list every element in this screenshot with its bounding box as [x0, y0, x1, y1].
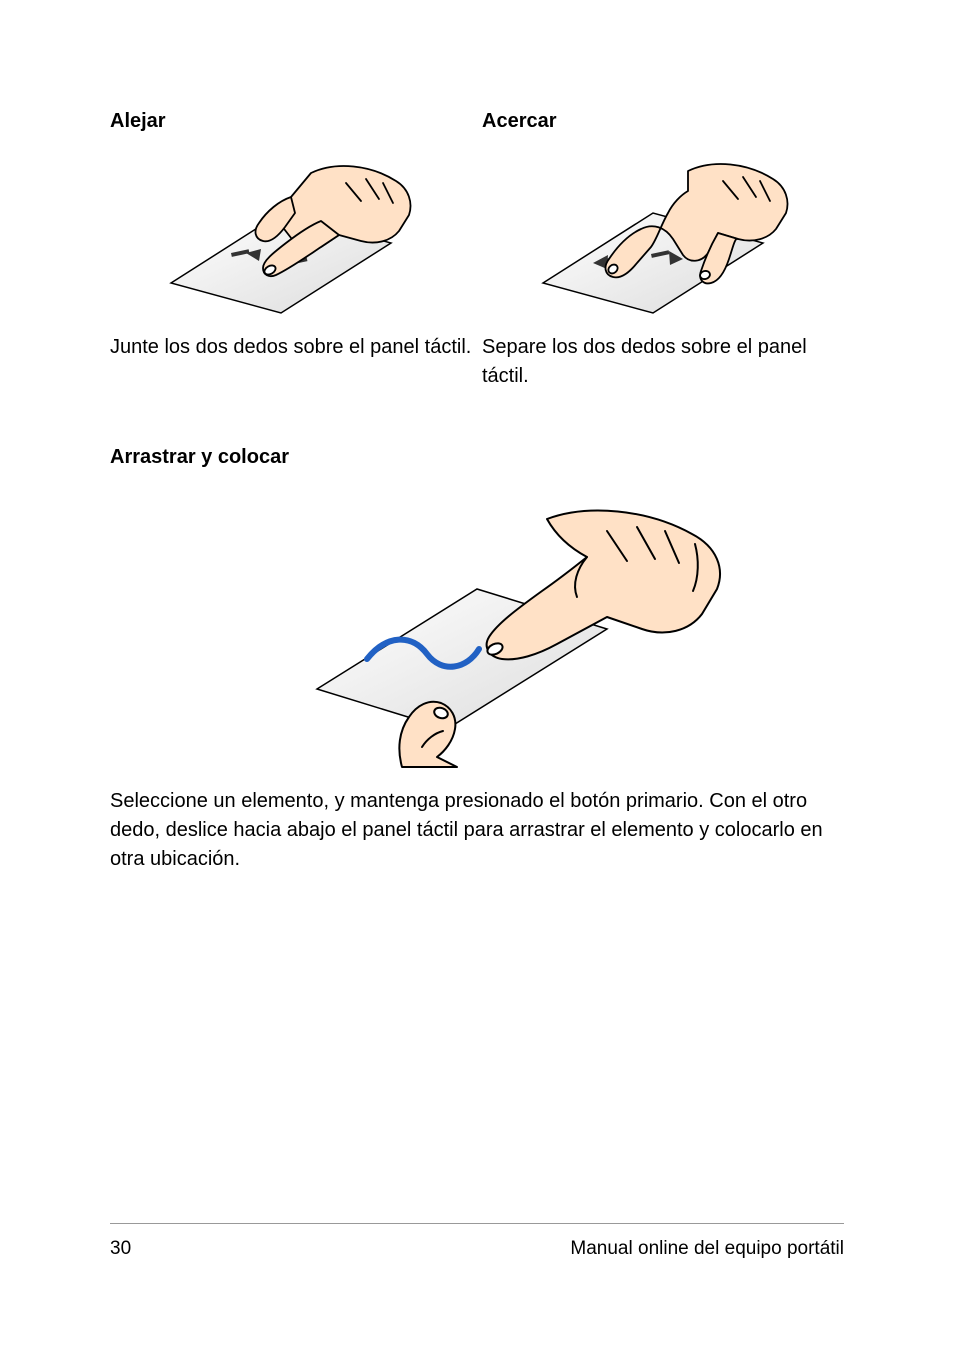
drag-drop-icon: [227, 489, 727, 769]
page-number: 30: [110, 1238, 131, 1260]
caption-drag-drop: Seleccione un elemento, y mantenga presi…: [110, 787, 844, 874]
gesture-drag-drop: Arrastrar y colocar: [110, 446, 844, 874]
pinch-out-icon: [533, 153, 793, 323]
gesture-zoom-in: Acercar: [482, 110, 844, 391]
pinch-in-icon: [161, 153, 421, 323]
caption-zoom-in: Separe los dos dedos sobre el panel táct…: [482, 333, 844, 391]
heading-drag-drop: Arrastrar y colocar: [110, 446, 844, 469]
footer-title: Manual online del equipo portátil: [570, 1238, 844, 1260]
illustration-zoom-out: [110, 153, 472, 323]
gesture-row-zoom: Alejar: [110, 110, 844, 391]
heading-zoom-in: Acercar: [482, 110, 844, 133]
heading-zoom-out: Alejar: [110, 110, 472, 133]
illustration-drag-drop: [110, 489, 844, 769]
page-footer: 30 Manual online del equipo portátil: [110, 1223, 844, 1260]
caption-zoom-out: Junte los dos dedos sobre el panel tácti…: [110, 333, 472, 362]
manual-page: Alejar: [0, 0, 954, 874]
illustration-zoom-in: [482, 153, 844, 323]
gesture-zoom-out: Alejar: [110, 110, 472, 391]
